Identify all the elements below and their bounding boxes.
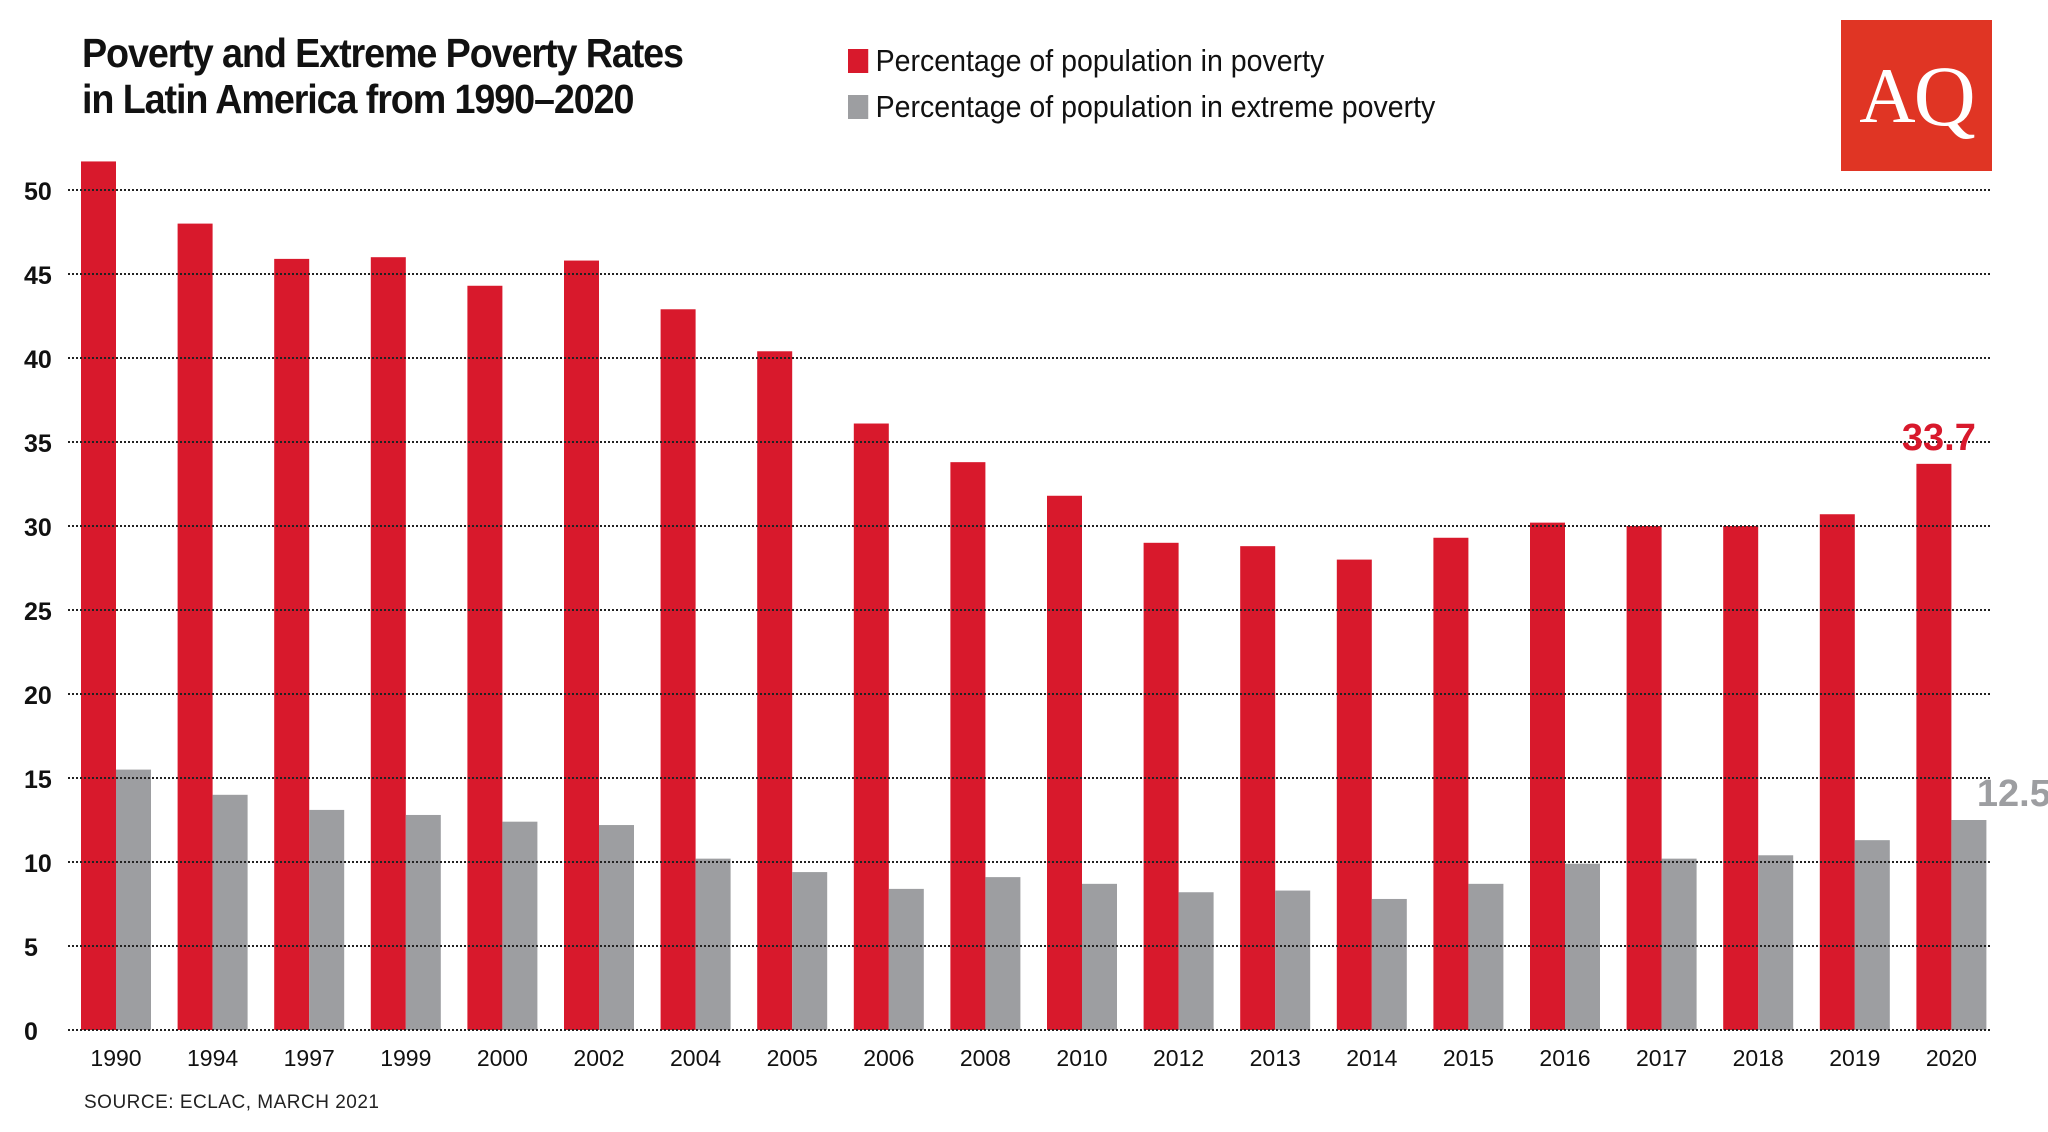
bar-poverty-2008 [950, 462, 986, 1030]
bar-poverty-2005 [757, 351, 793, 1030]
legend-item-extreme: Percentage of population in extreme pove… [848, 84, 1435, 130]
bar-extreme-2006 [888, 888, 924, 1030]
bar-poverty-2013 [1240, 546, 1276, 1030]
bar-extreme-1999 [405, 814, 441, 1030]
x-tick-label: 1997 [284, 1045, 335, 1071]
x-tick-label: 2014 [1346, 1045, 1397, 1071]
legend-label-poverty: Percentage of population in poverty [875, 43, 1325, 78]
y-tick-label: 5 [24, 934, 38, 962]
title-line-1: Poverty and Extreme Poverty Rates [82, 30, 684, 76]
source-note: SOURCE: ECLAC, MARCH 2021 [84, 1092, 380, 1113]
bar-extreme-2018 [1758, 855, 1794, 1030]
bar-poverty-1997 [274, 258, 310, 1030]
bar-extreme-2015 [1468, 883, 1504, 1030]
y-tick-label: 20 [24, 682, 52, 710]
bar-extreme-2000 [502, 821, 538, 1030]
y-tick-label: 10 [24, 850, 52, 878]
x-tick-label: 2018 [1733, 1045, 1784, 1071]
x-tick-label: 2016 [1539, 1045, 1590, 1071]
legend-swatch-extreme [848, 95, 869, 119]
bar-poverty-1999 [370, 257, 406, 1030]
bar-poverty-2020 [1916, 463, 1952, 1031]
y-tick-label: 45 [24, 262, 52, 290]
bar-poverty-2006 [853, 423, 889, 1030]
legend-label-extreme: Percentage of population in extreme pove… [875, 89, 1436, 124]
x-tick-label: 2004 [670, 1045, 721, 1071]
x-tick-label: 1990 [90, 1045, 141, 1071]
legend-swatch-poverty [848, 49, 869, 73]
bar-extreme-2016 [1565, 863, 1600, 1030]
x-tick-label: 1999 [380, 1045, 431, 1071]
chart-title: Poverty and Extreme Poverty Rates in Lat… [82, 30, 684, 122]
legend-item-poverty: Percentage of population in poverty [848, 38, 1435, 84]
x-tick-label: 2013 [1250, 1045, 1301, 1071]
bar-poverty-2014 [1336, 559, 1372, 1030]
bar-poverty-2004 [660, 309, 696, 1030]
bar-extreme-1997 [309, 809, 345, 1030]
bar-poverty-1994 [177, 223, 213, 1031]
x-tick-label: 2006 [863, 1045, 914, 1071]
x-tick-label: 2015 [1443, 1045, 1494, 1071]
bar-poverty-2016 [1530, 522, 1565, 1030]
data-label-33.7: 33.7 [1902, 417, 1976, 459]
bar-poverty-1990 [81, 161, 116, 1030]
bar-poverty-2002 [564, 260, 599, 1030]
bar-extreme-1990 [116, 769, 151, 1030]
bar-extreme-2004 [695, 858, 731, 1030]
x-tick-label: 2005 [767, 1045, 818, 1071]
data-label-12.5: 12.5 [1977, 773, 2048, 815]
x-tick-label: 1994 [187, 1045, 238, 1071]
x-tick-label: 2008 [960, 1045, 1011, 1071]
bar-extreme-2014 [1371, 898, 1407, 1030]
bar-poverty-2015 [1433, 537, 1469, 1030]
bar-extreme-2010 [1082, 883, 1117, 1030]
x-tick-label: 2012 [1153, 1045, 1204, 1071]
x-tick-label: 2019 [1829, 1045, 1880, 1071]
legend: Percentage of population in poverty Perc… [848, 38, 1435, 130]
bar-poverty-2012 [1143, 542, 1179, 1030]
title-line-2: in Latin America from 1990–2020 [82, 76, 635, 122]
bar-extreme-2020 [1951, 820, 1987, 1030]
bar-extreme-2012 [1178, 892, 1214, 1030]
y-tick-label: 15 [24, 766, 52, 794]
y-tick-label: 40 [24, 346, 52, 374]
y-tick-label: 50 [24, 178, 52, 206]
x-tick-label: 2010 [1056, 1045, 1107, 1071]
x-tick-label: 2017 [1636, 1045, 1687, 1071]
bar-extreme-2008 [985, 877, 1021, 1030]
bar-poverty-2000 [467, 285, 503, 1030]
bar-extreme-1994 [212, 794, 248, 1030]
bar-extreme-2013 [1275, 890, 1311, 1030]
x-tick-label: 2000 [477, 1045, 528, 1071]
y-tick-label: 0 [24, 1018, 38, 1046]
y-tick-label: 25 [24, 598, 52, 626]
x-tick-label: 2002 [573, 1045, 624, 1071]
bar-poverty-2010 [1047, 495, 1082, 1030]
y-tick-label: 30 [24, 514, 52, 542]
bar-extreme-2019 [1854, 840, 1890, 1030]
bar-extreme-2005 [792, 872, 828, 1030]
bar-poverty-2019 [1819, 514, 1855, 1030]
bar-extreme-2002 [599, 825, 634, 1030]
x-tick-label: 2020 [1926, 1045, 1977, 1071]
bar-extreme-2017 [1661, 858, 1697, 1030]
y-tick-label: 35 [24, 430, 52, 458]
